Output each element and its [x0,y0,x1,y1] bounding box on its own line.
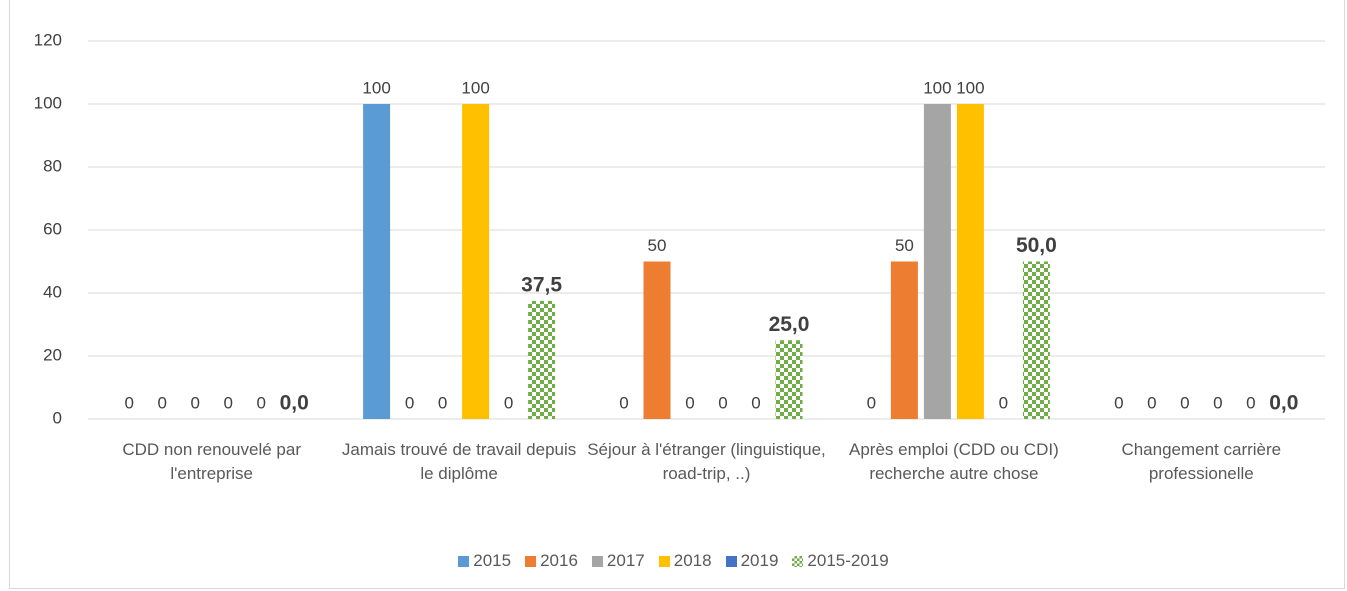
y-tick-label: 20 [43,345,62,364]
legend: 2015 2016 2017 2018 2019 2015-2019 [0,551,1347,571]
y-tick-label: 40 [43,282,62,301]
legend-label: 2016 [540,551,578,570]
data-label: 0,0 [280,392,309,415]
x-tick-label: Changement carrière professionelle [1121,440,1282,483]
legend-item: 2017 [591,551,645,571]
x-tick-label: Jamais trouvé de travail depuis le diplô… [341,440,577,483]
data-label: 0 [124,393,133,412]
legend-label: 2015-2019 [807,551,889,570]
data-label: 0 [157,393,166,412]
data-label: 0 [718,393,727,412]
data-label: 0 [256,393,265,412]
y-tick-label: 80 [43,156,62,175]
bar [643,261,671,419]
legend-item: 2016 [525,551,578,571]
bar [775,340,803,419]
data-label: 0 [999,393,1008,412]
legend-swatch [458,555,470,567]
bar [363,104,391,419]
x-tick-label: Après emploi (CDD ou CDI) recherche autr… [849,440,1059,483]
bar [890,261,918,419]
bar [528,300,556,419]
legend-label: 2015 [473,551,512,570]
legend-swatch [658,555,670,567]
data-label: 0 [223,393,232,412]
y-tick-label: 120 [34,30,62,49]
data-label: 25,0 [769,313,810,336]
data-label: 0,0 [1269,392,1298,415]
data-label: 0 [1180,393,1189,412]
data-label: 0 [619,393,628,412]
data-label: 0 [751,393,760,412]
legend-label: 2018 [673,551,712,570]
data-label: 0 [438,393,447,412]
data-label: 0 [1147,393,1156,412]
data-label: 50,0 [1016,234,1057,257]
legend-item: 2018 [658,551,712,571]
data-label: 37,5 [521,273,562,296]
data-label: 0 [504,393,513,412]
data-label: 0 [190,393,199,412]
bar [956,104,984,419]
data-label: 0 [1213,393,1222,412]
data-label: 100 [362,78,390,97]
x-tick-label: Séjour à l'étranger (linguistique, road-… [587,440,826,483]
data-label: 0 [405,393,414,412]
bar [1022,261,1050,419]
legend-label: 2019 [740,551,779,570]
chart-border [9,0,1345,589]
legend-label: 2017 [606,551,645,570]
legend-swatch [725,555,737,567]
data-label: 50 [895,236,914,255]
data-label: 100 [923,78,951,97]
y-tick-label: 60 [43,219,62,238]
legend-item: 2015 [458,551,511,571]
data-label: 100 [956,78,984,97]
legend-item: 2019 [725,551,779,571]
bar [462,104,490,419]
data-label: 100 [461,78,489,97]
legend-swatch [591,555,603,567]
y-tick-label: 0 [53,408,62,427]
y-tick-label: 100 [34,93,62,112]
legend-swatch [792,555,804,567]
legend-swatch [525,555,537,567]
bar [923,104,951,419]
data-label: 0 [1114,393,1123,412]
data-label: 0 [1246,393,1255,412]
legend-item: 2015-2019 [792,551,889,571]
data-label: 50 [648,236,667,255]
data-label: 0 [685,393,694,412]
data-label: 0 [867,393,876,412]
x-tick-label: CDD non renouvelé par l'entreprise [122,440,301,483]
